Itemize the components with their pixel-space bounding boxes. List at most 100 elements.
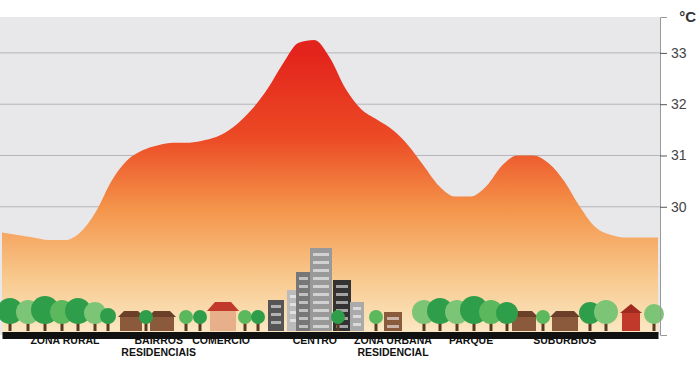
building	[384, 312, 402, 331]
y-tick-label: 32	[671, 96, 687, 112]
x-tick: SUBÚRBIOS	[533, 334, 596, 346]
shop-roof	[207, 302, 239, 311]
plot-area	[2, 40, 658, 335]
building-window	[299, 301, 308, 304]
x-tick-label-line: CENTRO	[293, 334, 337, 346]
tree-crown	[193, 310, 207, 324]
x-tick: CENTRO	[293, 334, 337, 346]
building-window	[336, 301, 348, 304]
building	[350, 302, 364, 331]
x-axis: ZONA RURAL BAIRROSRESIDENCIAISCOMÉRCIO CEN…	[3, 334, 659, 358]
y-tick-label: 31	[671, 147, 687, 163]
x-tick-label-line: RESIDENCIAIS	[121, 346, 196, 358]
tree-crown	[251, 310, 265, 324]
y-tick-mark	[660, 53, 667, 54]
house	[120, 317, 142, 331]
building-window	[336, 285, 348, 288]
y-axis-title: °C	[679, 8, 696, 25]
building-window	[290, 303, 296, 306]
y-tick: 33	[660, 45, 687, 61]
x-tick-label-line: BAIRROS	[134, 334, 182, 346]
tree-crown	[238, 310, 252, 324]
x-tick-label: BAIRROSRESIDENCIAIS	[121, 334, 196, 358]
y-tick: 31	[660, 147, 687, 163]
building-window	[271, 321, 281, 324]
x-tick: COMÉRCIO	[192, 334, 250, 346]
tree-crown	[100, 308, 116, 324]
building-window	[336, 293, 348, 296]
tree-crown	[331, 310, 345, 324]
tree-crown	[139, 310, 153, 324]
x-tick-label-line: COMÉRCIO	[192, 334, 250, 346]
building-window	[313, 317, 329, 320]
building-window	[353, 307, 361, 310]
y-tick-mark	[660, 207, 667, 208]
temperature-area	[2, 40, 658, 335]
x-tick: ZONA URBANARESIDENCIAL	[354, 334, 432, 358]
x-tick-label-line: SUBÚRBIOS	[533, 334, 596, 346]
building-window	[353, 315, 361, 318]
x-tick-label: SUBÚRBIOS	[533, 334, 596, 346]
building-window	[299, 293, 308, 296]
building-window	[290, 295, 296, 298]
landscape	[0, 248, 664, 331]
x-tick-label-line: ZONA URBANA	[354, 334, 432, 346]
y-axis-line	[661, 18, 668, 336]
building-window	[313, 269, 329, 272]
x-tick-label-line: ZONA RURAL	[30, 334, 100, 346]
grid-line	[0, 52, 660, 53]
building	[296, 272, 311, 331]
building-window	[271, 305, 281, 308]
x-tick-label: COMÉRCIO	[192, 334, 250, 346]
house	[552, 317, 578, 331]
building-window	[313, 325, 329, 328]
x-tick-label: CENTRO	[293, 334, 337, 346]
building-window	[299, 317, 308, 320]
house	[150, 317, 174, 331]
building-window	[299, 309, 308, 312]
tree-crown	[369, 310, 383, 324]
tree-crown	[179, 310, 193, 324]
building-window	[299, 325, 308, 328]
building-window	[313, 293, 329, 296]
x-tick-label: ZONA RURAL	[30, 334, 100, 346]
building-window	[271, 313, 281, 316]
x-tick: PARQUE	[449, 334, 493, 346]
x-tick: ZONA RURAL	[30, 334, 100, 346]
barn-roof	[620, 304, 642, 313]
tree-crown	[594, 300, 618, 324]
y-axis: 30 31 32 33	[660, 18, 687, 336]
y-tick-label: 33	[671, 45, 687, 61]
building-window	[313, 301, 329, 304]
x-tick-label-line: RESIDENCIAL	[357, 346, 429, 358]
building-window	[313, 277, 329, 280]
x-tick: BAIRROSRESIDENCIAIS	[121, 334, 196, 358]
y-tick-mark	[660, 155, 667, 156]
y-tick-label: 30	[671, 199, 687, 215]
building-window	[299, 285, 308, 288]
x-tick-label-line: PARQUE	[449, 334, 493, 346]
x-tick-label: ZONA URBANARESIDENCIAL	[354, 334, 432, 358]
y-tick-mark	[660, 104, 667, 105]
building	[310, 248, 332, 331]
building-window	[353, 323, 361, 326]
chart: 30313233°CZONA RURALBAIRROSRESIDENCIAISC…	[0, 0, 699, 377]
building-window	[290, 319, 296, 322]
barn	[622, 313, 640, 331]
building-window	[387, 317, 399, 320]
plot-background	[0, 17, 660, 335]
building-window	[313, 309, 329, 312]
building-window	[290, 311, 296, 314]
building-window	[313, 285, 329, 288]
building-window	[313, 261, 329, 264]
building	[268, 300, 284, 331]
y-tick: 30	[660, 199, 687, 215]
tree-crown	[496, 302, 518, 324]
house-roof	[550, 311, 580, 317]
tree-crown	[536, 310, 550, 324]
building-window	[313, 253, 329, 256]
building-window	[299, 277, 308, 280]
shop	[210, 311, 236, 331]
building-window	[387, 325, 399, 328]
y-tick: 32	[660, 96, 687, 112]
